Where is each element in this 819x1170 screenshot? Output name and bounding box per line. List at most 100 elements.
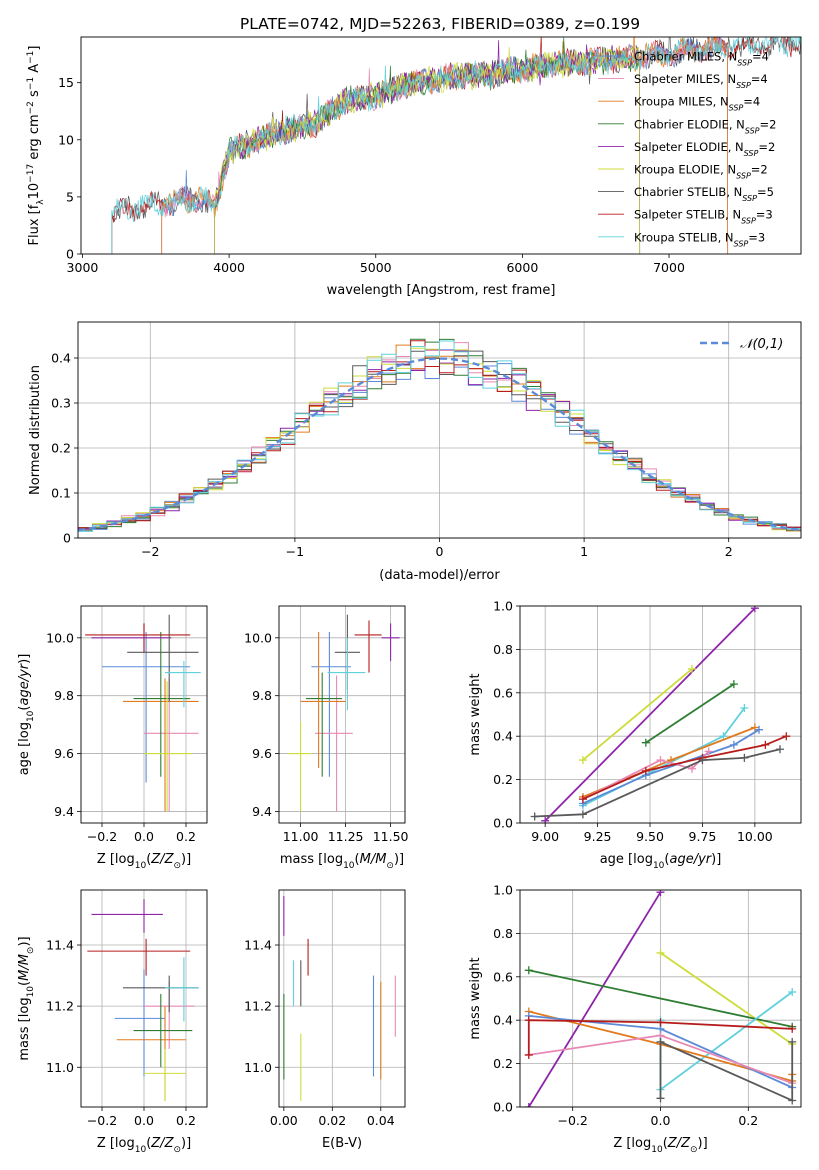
axes-frame — [278, 889, 406, 1108]
weight-point-marker — [788, 987, 797, 996]
panel-mass-weight-vs-Z: −0.2 0.0 0.2 0.0 0.2 0.4 0.6 0.8 1.0 Z [log10(Z/Z… — [468, 883, 802, 1155]
weight-point-marker — [578, 810, 587, 819]
y-tick-label: 0.6 — [493, 969, 513, 984]
weight-point-marker — [656, 890, 665, 897]
legend-label: Chabrier STELIB, NSSP=5 — [634, 185, 774, 203]
y-tick-label: 15 — [58, 75, 74, 90]
legend-label: Kroupa MILES, NSSP=4 — [634, 95, 760, 113]
x-tick-label: 0.2 — [176, 829, 196, 844]
x-tick-label: 0.02 — [318, 1113, 346, 1128]
panel-mass-vs-EBV: 0.00 0.02 0.04 11.0 11.2 11.4 E(B-V) — [244, 889, 406, 1151]
weight-point-marker — [740, 703, 749, 712]
weight-series-line — [645, 683, 735, 744]
x-axis-label: wavelength [Angstrom, rest frame] — [327, 283, 556, 298]
axes-frame — [77, 321, 802, 539]
weight-series-line — [528, 969, 793, 1028]
weight-point-marker — [740, 753, 749, 762]
y-tick-label: 0.1 — [51, 486, 71, 501]
y-tick-label: 11.4 — [46, 938, 74, 953]
legend-label: Salpeter STELIB, NSSP=3 — [634, 208, 773, 226]
weight-series-line — [534, 748, 781, 818]
x-tick-label: 11.50 — [373, 829, 409, 844]
weight-point-marker — [687, 664, 696, 673]
weight-point-marker — [788, 1037, 797, 1046]
y-tick-label: 0.8 — [493, 926, 513, 941]
weight-point-marker — [729, 740, 738, 749]
y-tick-label: 11.2 — [244, 999, 272, 1014]
x-tick-label: −2 — [141, 544, 159, 559]
weight-point-marker — [704, 747, 713, 756]
x-axis-label: Z [log10(Z/Z⊙)] — [97, 852, 191, 871]
x-axis-label: Z [log10(Z/Z⊙)] — [613, 1136, 707, 1155]
x-tick-label: 9.00 — [531, 829, 559, 844]
x-tick-label: 1 — [580, 544, 588, 559]
y-tick-label: 9.4 — [252, 804, 272, 819]
weight-point-marker — [641, 738, 650, 747]
y-axis-label: age [log10(age/yr)] — [17, 654, 36, 776]
plot-area — [524, 890, 797, 1107]
weight-point-marker — [750, 723, 759, 732]
weight-series-line — [582, 728, 760, 805]
plot-area — [530, 606, 791, 823]
x-tick-label: 0.2 — [176, 1113, 196, 1128]
y-axis-label: mass weight — [468, 673, 483, 755]
weight-series-line — [528, 891, 662, 1107]
x-tick-label: 6000 — [506, 260, 538, 275]
x-tick-label: −0.2 — [87, 829, 117, 844]
plot-area — [288, 614, 400, 812]
legend-label: Chabrier MILES, NSSP=4 — [634, 50, 769, 68]
y-axis-label: Flux [fλ10−17 erg cm−2 s−1 A−1] — [26, 46, 46, 246]
axes-frame — [80, 889, 208, 1108]
weight-point-marker — [656, 1018, 665, 1027]
weight-point-marker — [524, 1103, 533, 1107]
axes-frame — [519, 605, 802, 824]
weight-point-marker — [656, 756, 665, 765]
y-tick-label: 11.4 — [244, 938, 272, 953]
y-tick-label: 0.8 — [493, 642, 513, 657]
normal-reference-curve — [78, 357, 801, 532]
y-tick-label: 0.4 — [493, 729, 513, 744]
weight-series-line — [659, 952, 793, 1045]
legend-label: Chabrier ELODIE, NSSP=2 — [634, 117, 776, 135]
x-tick-label: 0.00 — [270, 1113, 298, 1128]
x-tick-label: 10.00 — [737, 829, 773, 844]
weight-point-marker — [698, 756, 707, 765]
weight-point-marker — [656, 1094, 665, 1103]
x-tick-label: 0 — [436, 544, 444, 559]
x-tick-label: 3000 — [67, 260, 99, 275]
figure-title: PLATE=0742, MJD=52263, FIBERID=0389, z=0… — [240, 15, 640, 33]
x-tick-label: 0.0 — [134, 1113, 154, 1128]
axes-frame — [80, 36, 802, 255]
x-tick-label: 5000 — [360, 260, 392, 275]
y-tick-label: 0.0 — [493, 816, 513, 831]
y-axis-label: mass [log10(M/M⊙)] — [17, 936, 36, 1060]
histogram-series — [78, 340, 801, 532]
y-tick-label: 9.8 — [252, 688, 272, 703]
y-tick-label: 0 — [63, 531, 71, 546]
x-axis-label: (data-model)/error — [379, 568, 500, 583]
y-tick-label: 0.4 — [51, 351, 71, 366]
panel-mass-vs-Z: −0.2 0.0 0.2 11.0 11.2 11.4 Z [log10(Z/Z⊙)] mas… — [17, 889, 208, 1155]
y-tick-label: 0.2 — [493, 772, 513, 787]
spectrum-line — [111, 37, 801, 254]
y-tick-label: 1.0 — [493, 883, 513, 898]
y-tick-label: 11.0 — [46, 1060, 74, 1075]
panel-spectrum: 3000 4000 5000 6000 7000 0 5 10 15 wavelength [An… — [26, 36, 802, 298]
weight-point-marker — [524, 1050, 533, 1059]
x-tick-label: 4000 — [213, 260, 245, 275]
x-tick-label: 9.75 — [689, 829, 717, 844]
x-tick-label: 0.0 — [134, 829, 154, 844]
y-tick-label: 0.0 — [493, 1100, 513, 1115]
y-tick-label: 1.0 — [493, 599, 513, 614]
weight-point-marker — [788, 1024, 797, 1033]
x-axis-label: mass [log10(M/M⊙)] — [280, 852, 404, 871]
y-tick-label: 11.0 — [244, 1060, 272, 1075]
y-axis-label: Normed distribution — [28, 365, 43, 495]
plot-area — [283, 896, 396, 1101]
y-tick-label: 0.2 — [493, 1056, 513, 1071]
x-tick-label: 11.00 — [283, 829, 319, 844]
plot-area — [78, 338, 801, 532]
legend-label: Kroupa STELIB, NSSP=3 — [634, 230, 765, 248]
spectrum-line — [214, 40, 641, 254]
